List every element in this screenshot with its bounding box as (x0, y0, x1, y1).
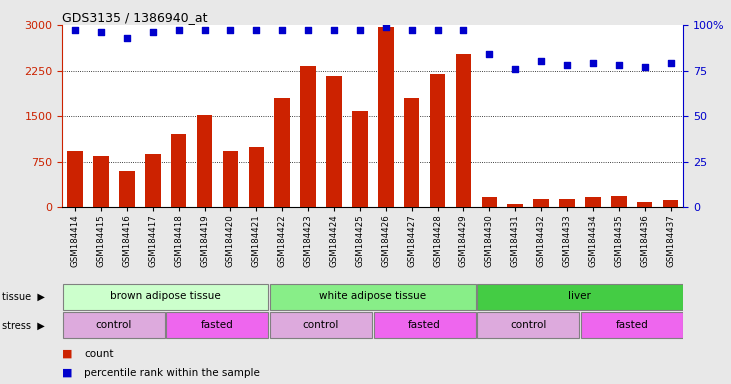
Point (587, 60, 599, 66)
Bar (300, 66, 316, 207)
Point (432, 27, 444, 33)
Point (535, 58, 547, 65)
Point (147, 29, 159, 35)
Bar (274, 98, 290, 207)
Point (639, 64, 651, 70)
Point (613, 62, 624, 68)
Bar (249, 147, 264, 207)
Bar (404, 98, 420, 207)
Bar (507, 204, 523, 207)
Text: fasted: fasted (616, 320, 648, 330)
Point (224, 27, 236, 33)
Bar (559, 199, 575, 207)
Bar (67, 151, 83, 207)
Bar (430, 74, 445, 207)
Point (406, 27, 417, 33)
Text: control: control (303, 320, 339, 330)
Point (354, 27, 366, 33)
Bar (352, 111, 368, 207)
Bar (580, 313, 683, 338)
Point (173, 27, 184, 33)
Bar (270, 284, 476, 310)
Text: GDS3135 / 1386940_at: GDS3135 / 1386940_at (62, 11, 208, 24)
Text: ■: ■ (62, 349, 72, 359)
Bar (663, 200, 678, 207)
Bar (63, 313, 165, 338)
Bar (455, 53, 471, 207)
Text: stress  ▶: stress ▶ (2, 320, 45, 331)
Bar (270, 313, 372, 338)
Text: white adipose tissue: white adipose tissue (319, 291, 426, 301)
Text: tissue  ▶: tissue ▶ (2, 291, 45, 302)
Point (483, 51, 495, 57)
Point (251, 27, 262, 33)
Text: percentile rank within the sample: percentile rank within the sample (84, 368, 260, 378)
Point (95, 29, 107, 35)
Bar (197, 115, 212, 207)
Bar (482, 197, 497, 207)
Point (199, 27, 211, 33)
Bar (585, 197, 601, 207)
Bar (534, 199, 549, 207)
Point (69, 27, 81, 33)
Bar (611, 196, 626, 207)
Text: fasted: fasted (408, 320, 441, 330)
Bar (477, 284, 683, 310)
Bar (167, 313, 268, 338)
Point (302, 27, 314, 33)
Point (561, 62, 573, 68)
Bar (326, 76, 342, 207)
Point (328, 27, 340, 33)
Bar (145, 154, 161, 207)
Bar (63, 284, 268, 310)
Point (664, 60, 676, 66)
Point (458, 27, 469, 33)
Text: fasted: fasted (201, 320, 234, 330)
Point (121, 35, 133, 41)
Bar (171, 134, 186, 207)
Point (510, 66, 521, 72)
Bar (477, 313, 579, 338)
Point (276, 27, 288, 33)
Text: count: count (84, 349, 113, 359)
Text: control: control (510, 320, 546, 330)
Text: ■: ■ (62, 368, 72, 378)
Text: brown adipose tissue: brown adipose tissue (110, 291, 221, 301)
Bar (119, 172, 135, 207)
Point (380, 24, 392, 30)
Bar (223, 151, 238, 207)
Text: control: control (96, 320, 132, 330)
Bar (378, 27, 393, 207)
Bar (637, 202, 652, 207)
Bar (94, 156, 109, 207)
Bar (374, 313, 476, 338)
Text: liver: liver (569, 291, 591, 301)
